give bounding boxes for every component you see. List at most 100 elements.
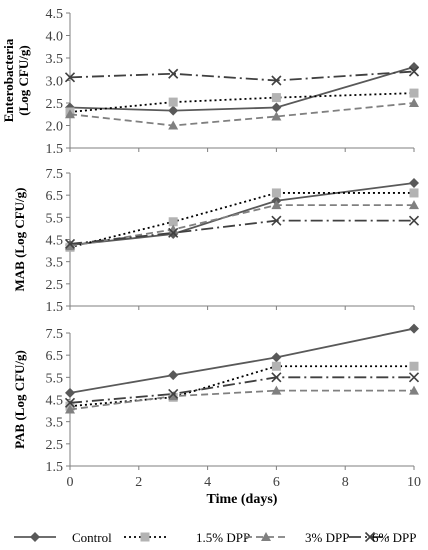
data-point xyxy=(271,75,282,86)
y-tick-label: 3.0 xyxy=(46,75,64,90)
legend-label: Control xyxy=(72,530,112,545)
y-tick-label: 4.5 xyxy=(46,7,64,22)
data-point xyxy=(408,215,420,226)
series-line xyxy=(69,376,414,404)
x-tick-label: 8 xyxy=(342,475,349,490)
y-tick-label: 2.5 xyxy=(46,97,64,112)
y-axis-label: MAB (Log CFU/g) xyxy=(12,188,27,292)
y-tick-label: 5.5 xyxy=(46,211,64,226)
data-point xyxy=(168,120,179,130)
y-tick-label: 1.5 xyxy=(46,460,64,475)
data-point xyxy=(64,238,76,249)
y-tick-label: 2.5 xyxy=(46,278,64,293)
y-axis-label-unit: (Log CFU/g) xyxy=(16,45,31,115)
legend-item-6-dpp: 6% DPP xyxy=(349,530,416,545)
y-tick-label: 1.5 xyxy=(46,300,64,315)
y-tick-label: 4.5 xyxy=(46,394,64,409)
data-point xyxy=(65,387,75,398)
legend-marker xyxy=(261,532,271,541)
legend-marker xyxy=(140,532,150,542)
series-line xyxy=(69,365,414,408)
legend-item-3-dpp: 3% DPP xyxy=(245,530,349,545)
x-tick-label: 6 xyxy=(273,475,280,490)
series-1-5-dpp xyxy=(65,88,419,117)
data-point xyxy=(408,66,420,77)
series-line xyxy=(69,182,415,246)
y-axis-label: PAB (Log CFU/g) xyxy=(12,350,27,449)
x-tick-label: 2 xyxy=(135,475,142,490)
data-point xyxy=(409,177,419,188)
panel-1: 1.5 2.0 2.5 3.0 3.5 4.0 4.5 Enterobacteria (Log … xyxy=(1,7,420,157)
data-point xyxy=(271,352,282,363)
data-point xyxy=(409,385,419,395)
legend-label: 6% DPP xyxy=(372,530,416,545)
data-point xyxy=(409,323,419,334)
data-point xyxy=(271,200,282,210)
series-line xyxy=(69,70,415,82)
data-point xyxy=(271,361,281,371)
data-point xyxy=(168,68,179,79)
series-line xyxy=(69,92,415,113)
y-tick-label: 2.0 xyxy=(46,120,64,135)
panel-3: 1.5 2.5 3.5 4.5 5.5 6.5 7.5 0 2 4 6 8 10 PAB (Log CFU… xyxy=(12,323,421,490)
y-tick-label: 4.0 xyxy=(46,30,64,45)
data-point xyxy=(409,361,419,371)
y-tick-label: 1.5 xyxy=(46,142,64,157)
legend-label: 1.5% DPP xyxy=(196,530,250,545)
x-axis-label: Time (days) xyxy=(207,492,278,507)
series-line xyxy=(69,204,414,248)
legend-marker xyxy=(30,532,40,542)
data-point xyxy=(271,102,282,113)
panels: 1.5 2.0 2.5 3.0 3.5 4.0 4.5 Enterobacteria (Log … xyxy=(1,7,421,490)
data-point xyxy=(168,105,179,116)
data-point xyxy=(168,97,178,107)
data-point xyxy=(271,215,282,226)
y-tick-label: 7.5 xyxy=(46,327,64,342)
y-tick-label: 6.5 xyxy=(46,349,64,364)
series-3-dpp xyxy=(65,98,419,130)
data-point xyxy=(64,72,76,83)
data-point xyxy=(168,391,179,401)
data-point xyxy=(168,227,179,238)
data-point xyxy=(409,88,419,98)
series-line xyxy=(69,102,415,127)
data-point xyxy=(409,188,419,198)
data-point xyxy=(409,200,419,210)
data-point xyxy=(64,397,76,408)
data-point xyxy=(271,372,282,383)
x-tick-label: 10 xyxy=(407,475,421,490)
data-point xyxy=(409,98,419,107)
y-axis-label: Enterobacteria xyxy=(1,38,16,122)
series-6-dpp xyxy=(64,372,420,408)
legend: Control 1.5% DPP 3% DPP 6% DPP xyxy=(14,530,416,545)
series-3-dpp xyxy=(65,200,419,251)
data-point xyxy=(271,111,282,121)
data-point xyxy=(168,388,179,400)
y-tick-label: 2.5 xyxy=(46,438,64,453)
legend-item-control: Control xyxy=(14,530,112,545)
legend-marker xyxy=(364,531,376,543)
series-line xyxy=(69,389,414,411)
data-point xyxy=(65,109,75,119)
series-6-dpp xyxy=(64,66,420,86)
y-tick-label: 7.5 xyxy=(46,167,64,182)
y-tick-label: 3.5 xyxy=(46,52,64,67)
y-tick-label: 3.5 xyxy=(46,416,64,431)
data-point xyxy=(168,370,179,381)
data-point xyxy=(65,241,75,251)
data-point xyxy=(271,93,281,103)
series-6-dpp xyxy=(64,215,420,249)
legend-item-1-5-dpp: 1.5% DPP xyxy=(124,530,250,545)
x-tick-label: 4 xyxy=(204,475,211,490)
y-tick-label: 5.5 xyxy=(46,371,64,386)
data-point xyxy=(408,372,420,383)
series-3-dpp xyxy=(65,385,419,414)
data-point xyxy=(271,385,282,395)
data-point xyxy=(271,188,281,198)
y-tick-label: 4.5 xyxy=(46,234,64,249)
series-line xyxy=(69,219,414,245)
legend-label: 3% DPP xyxy=(305,530,349,545)
series-line xyxy=(69,66,415,112)
panel-2: 1.5 2.5 3.5 4.5 5.5 6.5 7.5 MAB (Log CFU/g) xyxy=(12,167,420,315)
